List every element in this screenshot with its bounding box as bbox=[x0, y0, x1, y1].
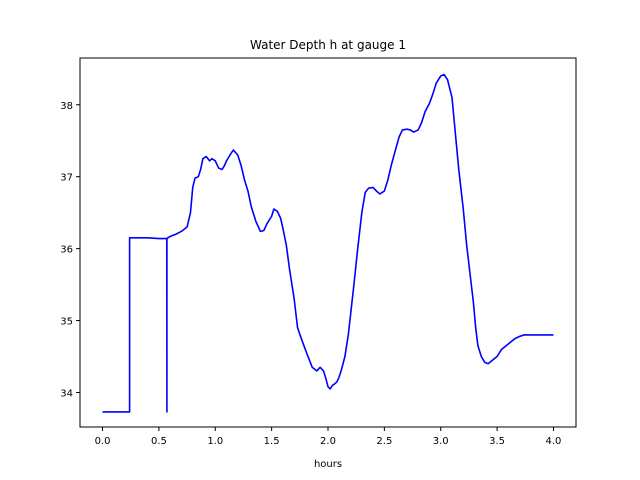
y-tick-label: 36 bbox=[60, 245, 73, 256]
x-tick-label: 4.0 bbox=[546, 436, 562, 447]
x-tick-label: 0.0 bbox=[95, 436, 111, 447]
axes-frame bbox=[79, 57, 577, 428]
x-tick-label: 1.0 bbox=[207, 436, 223, 447]
y-axis: 34 35 36 37 38 bbox=[60, 101, 80, 399]
x-tick-label: 0.5 bbox=[151, 436, 167, 447]
x-tick-label: 3.0 bbox=[433, 436, 449, 447]
y-tick-label: 37 bbox=[60, 173, 73, 184]
x-tick-label: 3.5 bbox=[489, 436, 505, 447]
x-axis-label: hours bbox=[314, 459, 342, 470]
y-tick-label: 38 bbox=[60, 101, 73, 112]
x-tick-label: 2.5 bbox=[376, 436, 392, 447]
x-axis: 0.0 0.5 1.0 1.5 2.0 2.5 3.0 3.5 4.0 bbox=[95, 427, 562, 447]
plot-area bbox=[102, 73, 554, 413]
y-tick-label: 34 bbox=[60, 388, 73, 399]
chart-title: Water Depth h at gauge 1 bbox=[250, 38, 406, 52]
series-line bbox=[102, 73, 554, 413]
x-tick-label: 2.0 bbox=[320, 436, 336, 447]
x-tick-label: 1.5 bbox=[264, 436, 280, 447]
y-tick-label: 35 bbox=[60, 317, 73, 328]
